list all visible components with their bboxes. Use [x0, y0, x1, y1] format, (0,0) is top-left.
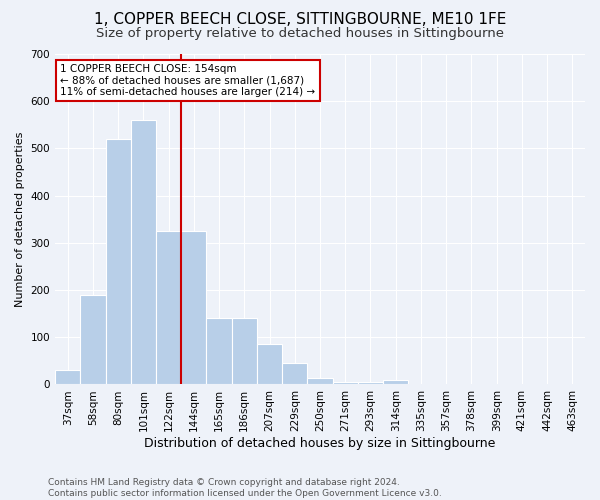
Bar [80, 295, 106, 384]
Bar [282, 363, 307, 384]
Bar [383, 380, 409, 384]
Text: 1, COPPER BEECH CLOSE, SITTINGBOURNE, ME10 1FE: 1, COPPER BEECH CLOSE, SITTINGBOURNE, ME… [94, 12, 506, 28]
Bar [232, 318, 257, 384]
Text: Contains HM Land Registry data © Crown copyright and database right 2024.
Contai: Contains HM Land Registry data © Crown c… [48, 478, 442, 498]
Bar [106, 139, 131, 384]
Text: 1 COPPER BEECH CLOSE: 154sqm
← 88% of detached houses are smaller (1,687)
11% of: 1 COPPER BEECH CLOSE: 154sqm ← 88% of de… [61, 64, 316, 97]
Bar [131, 120, 156, 384]
X-axis label: Distribution of detached houses by size in Sittingbourne: Distribution of detached houses by size … [145, 437, 496, 450]
Bar [156, 231, 181, 384]
Bar [257, 344, 282, 385]
Bar [206, 318, 232, 384]
Bar [55, 370, 80, 384]
Bar [332, 382, 358, 384]
Bar [307, 378, 332, 384]
Text: Size of property relative to detached houses in Sittingbourne: Size of property relative to detached ho… [96, 28, 504, 40]
Bar [181, 231, 206, 384]
Bar [358, 382, 383, 384]
Y-axis label: Number of detached properties: Number of detached properties [15, 132, 25, 307]
